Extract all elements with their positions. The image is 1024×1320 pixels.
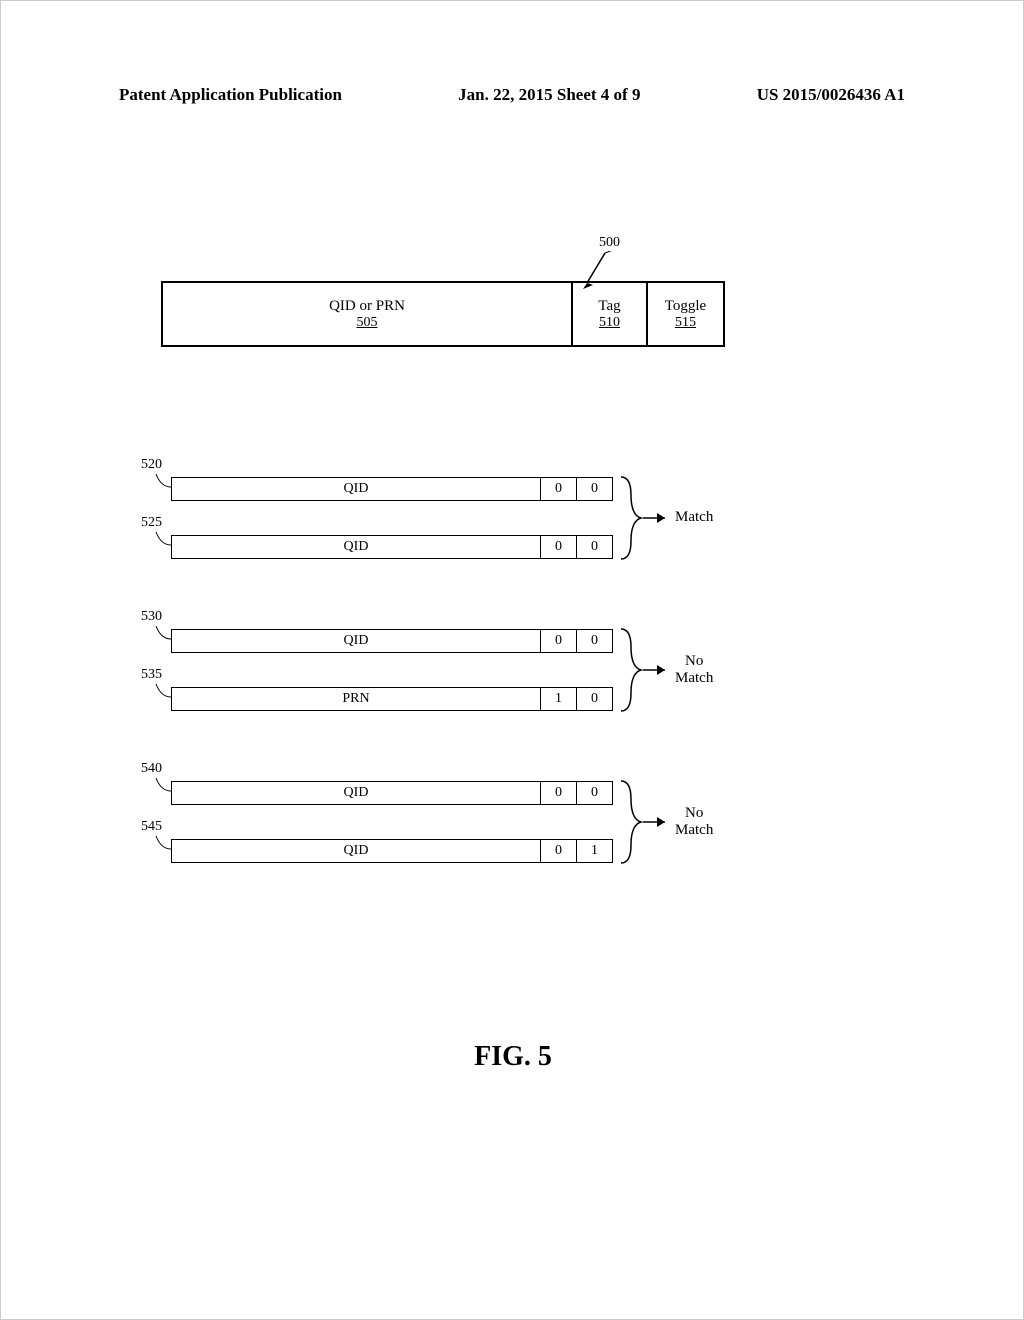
brace-icon — [617, 625, 677, 715]
result-label: Match — [675, 509, 713, 526]
pair-0-top: QID00 — [171, 477, 871, 501]
header-left: Patent Application Publication — [119, 85, 342, 105]
entry-tag: 0 — [541, 477, 577, 501]
entry-tag: 0 — [541, 781, 577, 805]
pair-0-bottom: QID00 — [171, 535, 871, 559]
lead-line — [153, 623, 183, 643]
structure-tag-field: Tag 510 — [573, 283, 648, 345]
structure-toggle-ref: 515 — [675, 315, 696, 331]
pair-1-bottom: PRN10 — [171, 687, 871, 711]
structure-toggle-field: Toggle 515 — [648, 283, 723, 345]
structure-main-ref: 505 — [357, 315, 378, 331]
lead-line — [153, 529, 183, 549]
pair-0: QID00QID00520525Match — [171, 477, 871, 559]
entry-main: QID — [171, 477, 541, 501]
pair-1: QID00PRN10530535No Match — [171, 629, 871, 711]
diagram: QID or PRN 505 Tag 510 Toggle 515 QID00Q… — [171, 241, 871, 863]
pair-2: QID00QID01540545No Match — [171, 781, 871, 863]
structure-main-label: QID or PRN — [329, 298, 405, 315]
figure-label: FIG. 5 — [1, 1041, 1024, 1073]
entry-toggle: 0 — [577, 477, 613, 501]
brace-icon — [617, 473, 677, 563]
entry-tag: 0 — [541, 535, 577, 559]
entry-tag: 0 — [541, 839, 577, 863]
entry-toggle: 1 — [577, 839, 613, 863]
structure-toggle-label: Toggle — [665, 298, 706, 315]
brace-icon — [617, 777, 677, 867]
entry-toggle: 0 — [577, 629, 613, 653]
structure-row: QID or PRN 505 Tag 510 Toggle 515 — [161, 281, 725, 347]
result-label: No Match — [675, 653, 713, 687]
entry-tag: 1 — [541, 687, 577, 711]
entry-main: PRN — [171, 687, 541, 711]
entry-tag: 0 — [541, 629, 577, 653]
entry-main: QID — [171, 535, 541, 559]
pair-2-bottom: QID01 — [171, 839, 871, 863]
entry-main: QID — [171, 781, 541, 805]
lead-line — [153, 775, 183, 795]
header-center: Jan. 22, 2015 Sheet 4 of 9 — [458, 85, 640, 105]
page-header: Patent Application Publication Jan. 22, … — [119, 85, 905, 105]
entry-toggle: 0 — [577, 687, 613, 711]
structure-main-field: QID or PRN 505 — [163, 283, 573, 345]
pair-1-top: QID00 — [171, 629, 871, 653]
structure-tag-label: Tag — [598, 298, 620, 315]
header-right: US 2015/0026436 A1 — [757, 85, 905, 105]
result-label: No Match — [675, 805, 713, 839]
pair-2-top: QID00 — [171, 781, 871, 805]
structure-tag-ref: 510 — [599, 315, 620, 331]
lead-line — [153, 681, 183, 701]
entry-toggle: 0 — [577, 535, 613, 559]
lead-line — [153, 833, 183, 853]
entry-main: QID — [171, 629, 541, 653]
lead-line — [153, 471, 183, 491]
page: Patent Application Publication Jan. 22, … — [0, 0, 1024, 1320]
entry-main: QID — [171, 839, 541, 863]
pairs-container: QID00QID00520525MatchQID00PRN10530535No … — [171, 477, 871, 863]
entry-toggle: 0 — [577, 781, 613, 805]
